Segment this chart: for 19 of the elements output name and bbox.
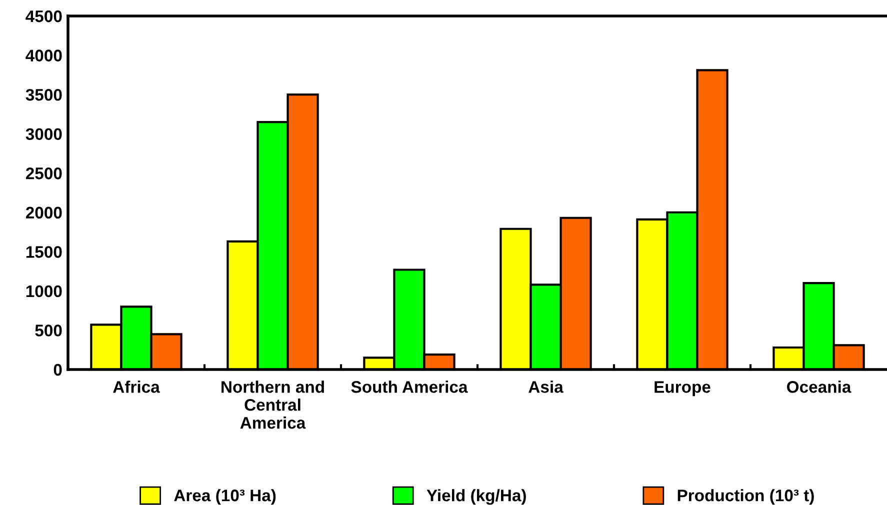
y-tick-label: 4500 — [26, 10, 62, 22]
x-tick-label: Oceania — [787, 380, 852, 393]
legend-label: Yield (kg/Ha) — [426, 489, 526, 505]
y-tick-label: 2000 — [26, 206, 62, 219]
legend-label: Production (10³ t) — [678, 489, 814, 505]
x-tick-label: Northern and Central America — [222, 380, 324, 429]
y-tick-label: 1500 — [26, 246, 62, 258]
y-tick-label: 3500 — [26, 88, 62, 101]
y-tick-label: 1000 — [26, 285, 62, 298]
x-tick-label: Asia — [528, 380, 564, 393]
x-tick-label: South America — [351, 380, 468, 393]
y-tick-label: 3000 — [26, 128, 62, 140]
legend-label: Area (10³ Ha) — [174, 489, 276, 505]
y-tick-label: 0 — [54, 364, 62, 376]
x-tick-label: Europe — [654, 381, 710, 396]
y-tick-label: 2500 — [26, 168, 62, 180]
x-tick-label: Africa — [113, 380, 160, 393]
y-tick-label: 500 — [35, 324, 62, 336]
y-tick-label: 4000 — [26, 50, 62, 62]
